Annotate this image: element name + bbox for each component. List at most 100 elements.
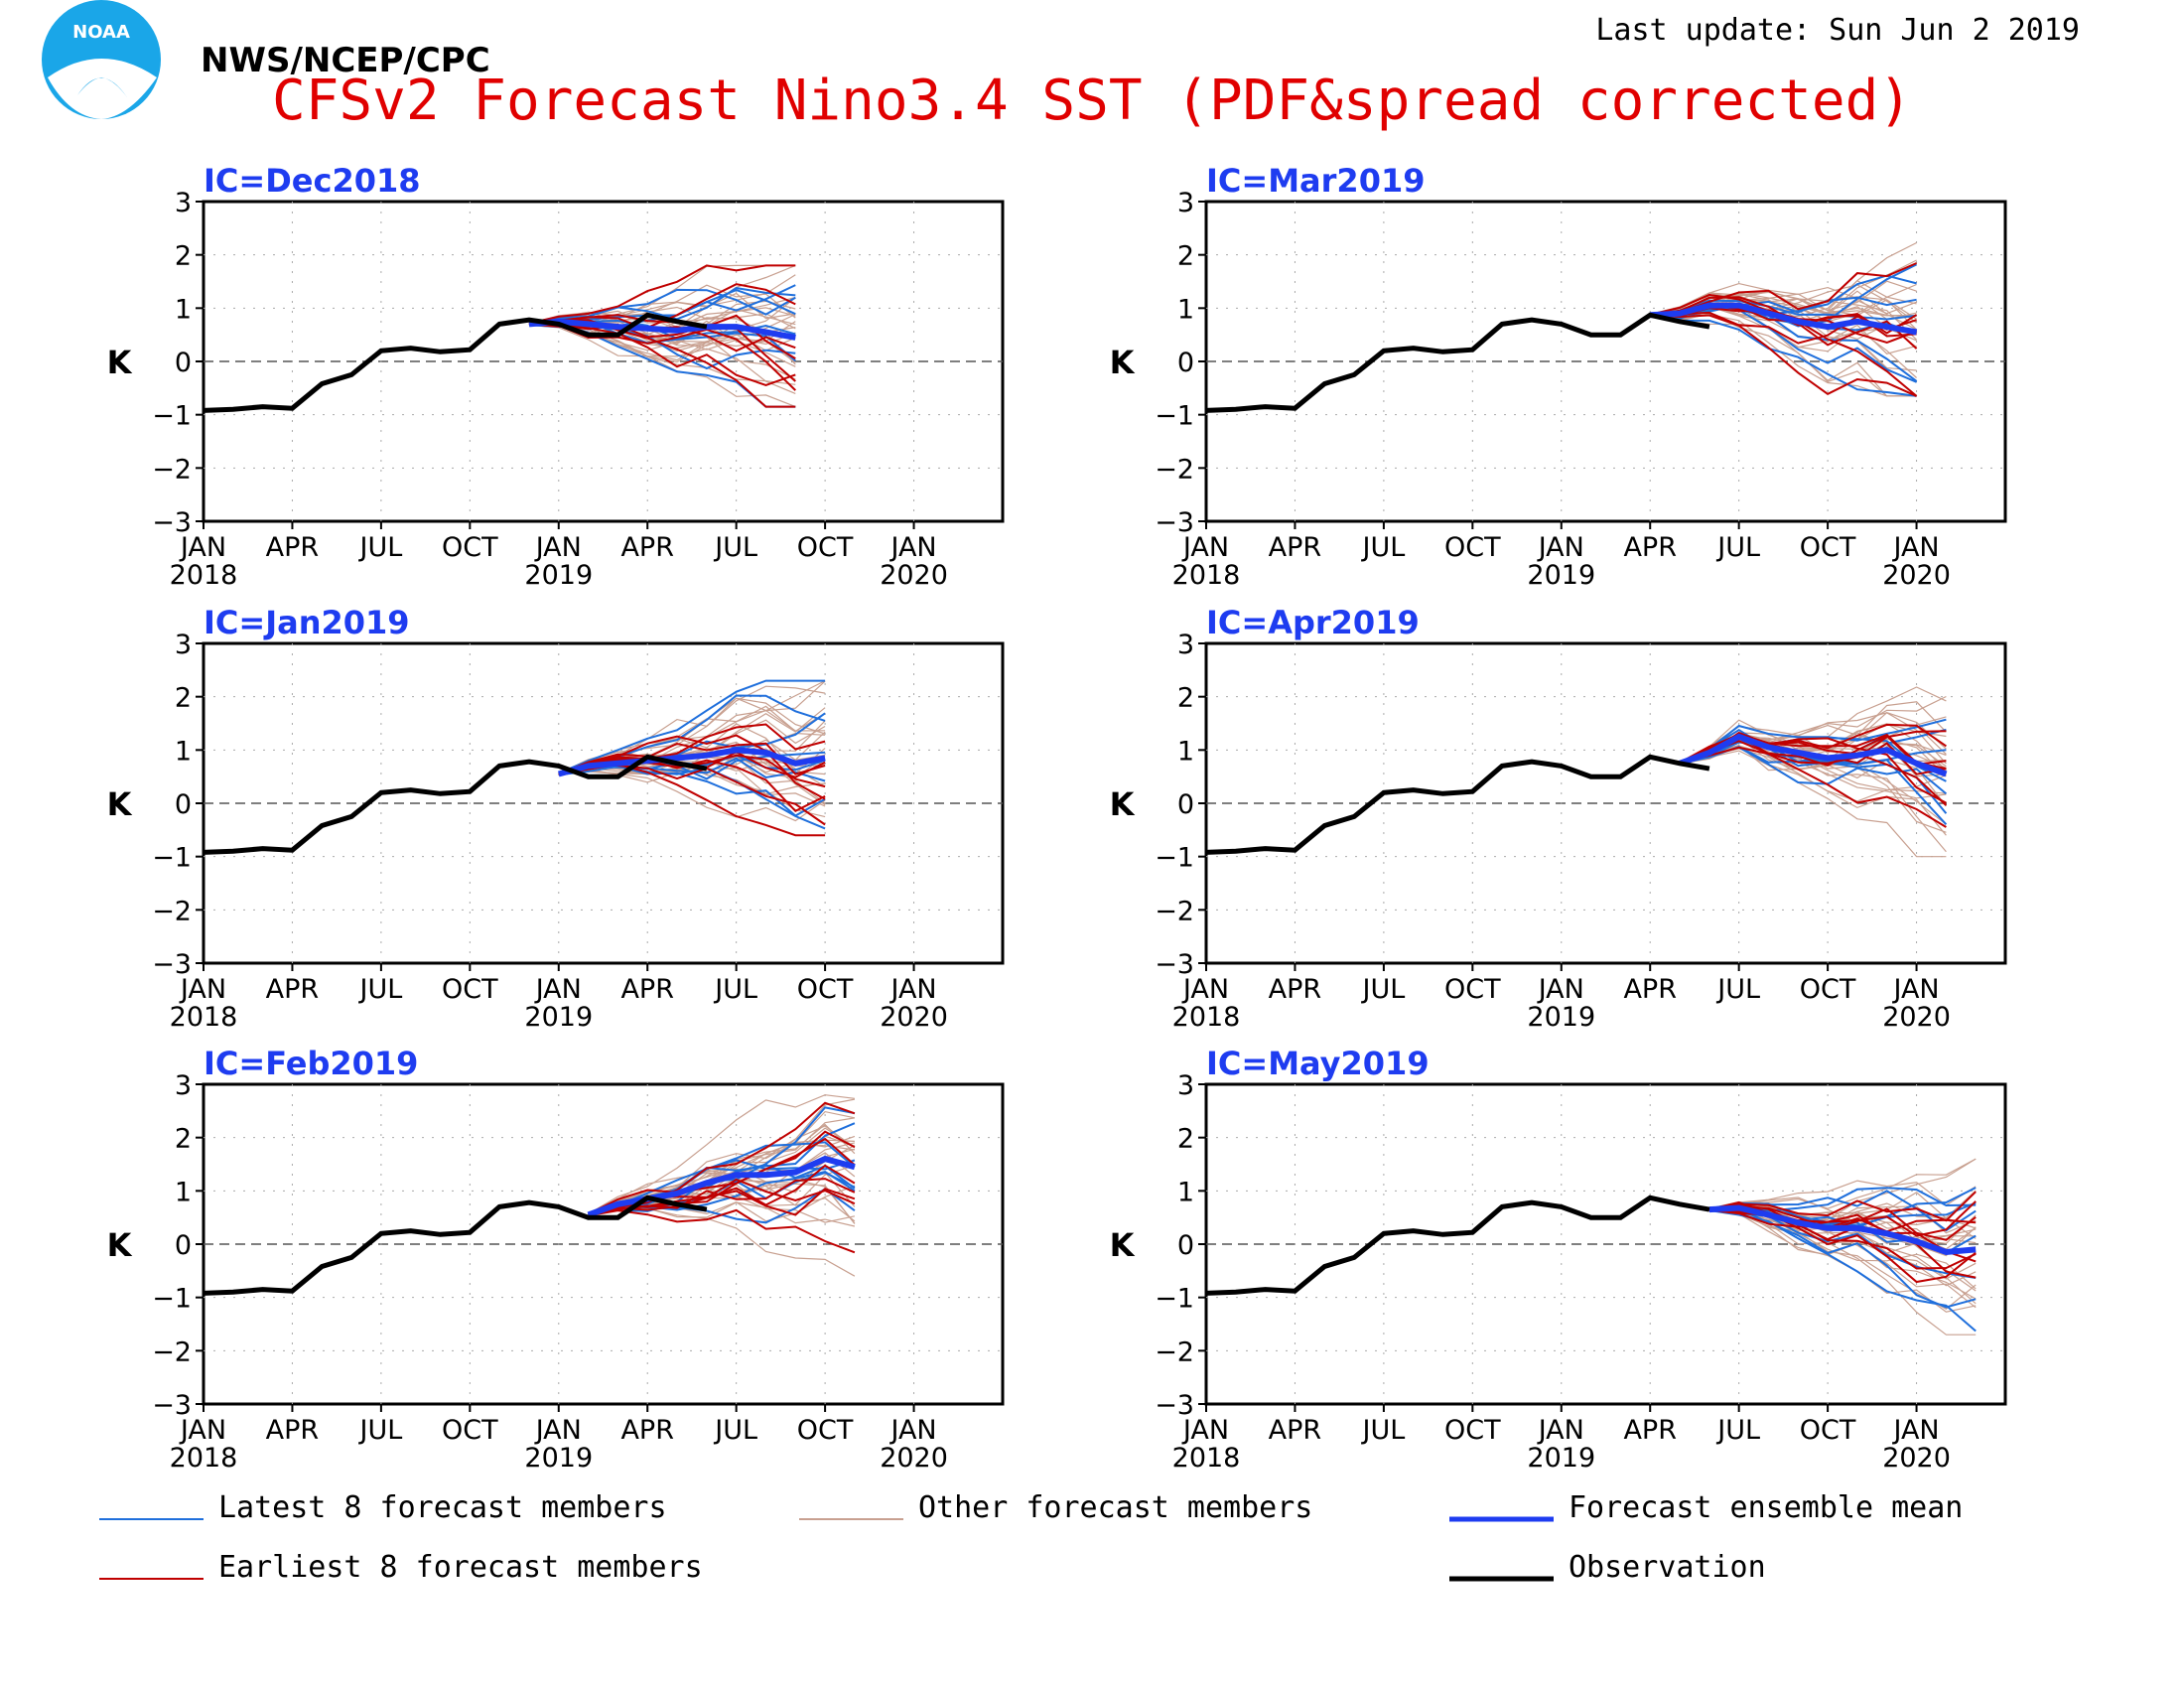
x-tick-label: JAN [1891,974,1939,1005]
y-tick-label: 3 [175,630,192,660]
legend-item-observation: Observation [1449,1550,1766,1585]
y-tick-label: 2 [175,683,192,714]
x-tick-label: APR [1269,1415,1322,1446]
y-tick-label: 2 [1177,1124,1194,1155]
x-tick-label: JAN [534,974,582,1005]
y-axis-label: K [107,785,133,823]
x-tick-label: JAN [534,1415,582,1446]
observation-line [203,1195,708,1296]
y-tick-label: −3 [1155,949,1194,980]
x-tick-label: JAN [1181,1415,1229,1446]
latest-member-line [1650,315,1917,397]
x-tick-label: OCT [1800,532,1856,563]
observation-line [203,754,708,855]
legend-item-mean: Forecast ensemble mean [1449,1490,1963,1525]
x-tick-label: JUL [1715,974,1760,1005]
x-tick-label: OCT [1444,1415,1501,1446]
y-tick-label: −1 [1155,843,1194,874]
x-tick-label: JAN [888,532,936,563]
x-tick-label: JAN [888,974,936,1005]
y-axis-label: K [1110,785,1136,823]
y-tick-label: −1 [1155,1284,1194,1315]
x-tick-label: JAN [179,532,226,563]
y-tick-label: 2 [1177,241,1194,272]
x-tick-label: JAN [1181,532,1229,563]
x-tick-label: JAN [179,974,226,1005]
y-tick-label: 2 [175,1124,192,1155]
x-tick-label: JUL [357,974,402,1005]
observation-line [1205,1195,1710,1296]
x-tick-label: APR [266,974,320,1005]
x-tick-label: JUL [713,532,757,563]
other-member-line [588,1127,856,1215]
observation-line [1205,754,1710,855]
y-tick-label: 1 [1177,736,1194,767]
other-member-line [1708,1196,1977,1257]
y-tick-label: 0 [175,348,192,378]
x-tick-label: JUL [1715,1415,1760,1446]
x-tick-year: 2019 [524,1002,593,1033]
y-tick-label: 0 [1177,348,1194,378]
other-member-line [528,312,796,334]
x-tick-year: 2018 [1172,1443,1241,1474]
ensemble-mean-line [1708,1204,1977,1256]
y-tick-label: −2 [1155,896,1194,926]
legend-label: Observation [1569,1550,1766,1585]
x-tick-label: APR [1269,974,1322,1005]
y-tick-label: −3 [1155,507,1194,538]
y-tick-label: 1 [175,1177,192,1207]
y-axis-label: K [107,344,133,381]
x-tick-label: JAN [1181,974,1229,1005]
x-tick-year: 2019 [524,560,593,591]
x-tick-label: JAN [1537,532,1584,563]
x-tick-year: 2019 [1527,1002,1595,1033]
y-tick-label: −2 [152,1336,192,1367]
x-tick-label: OCT [1444,532,1501,563]
x-tick-year: 2020 [880,1443,948,1474]
x-tick-label: APR [266,532,320,563]
earliest-member-line [588,1130,856,1215]
x-tick-label: JUL [1360,532,1405,563]
noaa-logo: NOAA [42,0,161,119]
x-tick-label: OCT [797,1415,854,1446]
observation-line [1205,312,1710,413]
x-tick-label: OCT [442,974,498,1005]
x-tick-year: 2018 [170,560,238,591]
earliest-member-line [1708,1200,1977,1237]
earliest-member-line [1679,746,1947,828]
y-tick-label: 0 [175,789,192,820]
ensemble-mean-line [528,318,796,341]
x-tick-label: APR [1623,532,1677,563]
legend-label: Earliest 8 forecast members [218,1550,703,1585]
x-tick-year: 2019 [524,1443,593,1474]
y-axis-label: K [1110,344,1136,381]
y-tick-label: −3 [152,1390,192,1421]
ensemble-mean-line [587,1155,856,1218]
ensemble-mean-line [558,747,826,777]
x-tick-label: APR [620,974,674,1005]
latest-member-line [1708,1207,1977,1309]
panel-title: IC=Jan2019 [204,604,410,641]
main-title: CFSv2 Forecast Nino3.4 SST (PDF&spread c… [272,69,1912,133]
y-tick-label: 1 [1177,1177,1194,1207]
y-tick-label: −1 [152,843,192,874]
earliest-member-line [528,264,796,325]
x-tick-label: JAN [179,1415,226,1446]
x-tick-year: 2018 [1172,1002,1241,1033]
latest-member-line [1679,718,1947,765]
other-member-line [1708,1180,1977,1210]
earliest-member-line [1708,1200,1977,1241]
y-tick-label: −1 [152,1284,192,1315]
y-tick-label: 1 [175,294,192,325]
legend-item-latest: Latest 8 forecast members [99,1490,667,1525]
x-tick-year: 2018 [170,1443,238,1474]
x-tick-label: JUL [1360,974,1405,1005]
legend-label: Forecast ensemble mean [1569,1490,1963,1525]
y-tick-label: −1 [1155,401,1194,432]
x-tick-label: JUL [357,532,402,563]
